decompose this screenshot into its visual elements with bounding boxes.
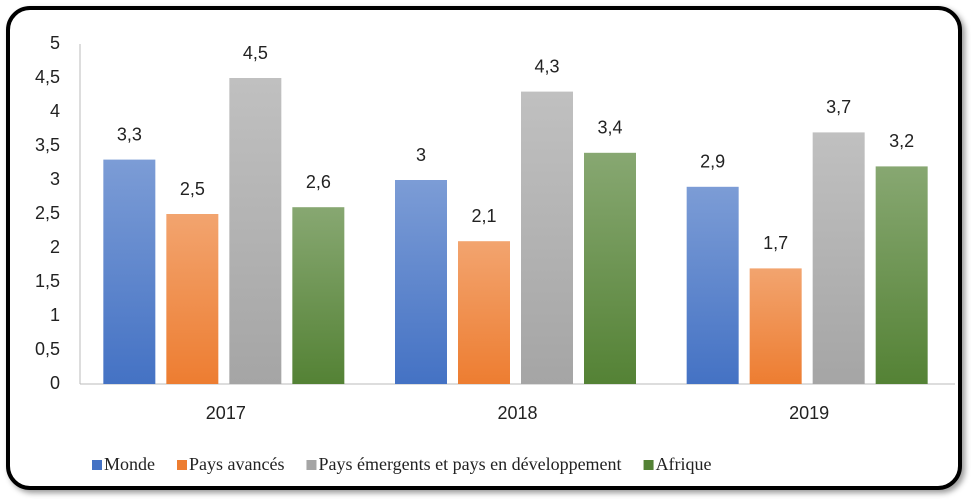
y-tick-label: 2 xyxy=(50,237,60,257)
y-tick-label: 1 xyxy=(50,305,60,325)
y-tick-label: 1,5 xyxy=(35,271,60,291)
bar xyxy=(812,132,865,384)
bar xyxy=(103,159,156,384)
bar xyxy=(458,241,510,384)
data-label: 2,1 xyxy=(471,206,496,226)
bar xyxy=(521,91,573,384)
y-tick-label: 0 xyxy=(50,373,60,393)
y-tick-label: 3 xyxy=(50,169,60,189)
bar xyxy=(292,207,345,384)
legend-label: Afrique xyxy=(656,454,712,474)
data-label: 3,3 xyxy=(117,124,142,144)
y-tick-label: 0,5 xyxy=(35,339,60,359)
data-label: 4,3 xyxy=(534,56,559,76)
y-tick-label: 5 xyxy=(50,33,60,53)
y-tick-label: 4 xyxy=(50,101,60,121)
legend-label: Pays émergents et pays en développement xyxy=(318,454,621,474)
bar xyxy=(875,166,928,384)
x-tick-label: 2018 xyxy=(497,403,537,423)
data-label: 2,5 xyxy=(180,179,205,199)
bar xyxy=(395,180,447,384)
y-tick-label: 3,5 xyxy=(35,135,60,155)
data-label: 2,9 xyxy=(700,152,725,172)
bar xyxy=(584,152,636,384)
bar xyxy=(686,186,739,384)
legend-swatch xyxy=(643,460,654,470)
data-label: 3,4 xyxy=(597,118,622,138)
y-tick-label: 2,5 xyxy=(35,203,60,223)
legend-swatch xyxy=(92,460,102,470)
data-label: 3,2 xyxy=(889,131,914,151)
data-label: 3,7 xyxy=(826,97,851,117)
y-tick-label: 4,5 xyxy=(35,67,60,87)
data-label: 1,7 xyxy=(763,233,788,253)
legend: Monde Pays avancés Pays émergents et pays … xyxy=(92,454,712,474)
data-label: 4,5 xyxy=(243,43,268,63)
legend-label: Pays avancés xyxy=(189,454,284,474)
bar xyxy=(749,268,802,384)
legend-swatch xyxy=(306,460,317,470)
legend-swatch xyxy=(177,460,187,470)
x-tick-label: 2017 xyxy=(206,403,246,423)
data-label: 3 xyxy=(416,145,426,165)
legend-label: Monde xyxy=(104,454,155,474)
x-tick-label: 2019 xyxy=(789,403,829,423)
data-label: 2,6 xyxy=(306,172,331,192)
bar xyxy=(166,214,219,384)
bar xyxy=(229,78,282,384)
